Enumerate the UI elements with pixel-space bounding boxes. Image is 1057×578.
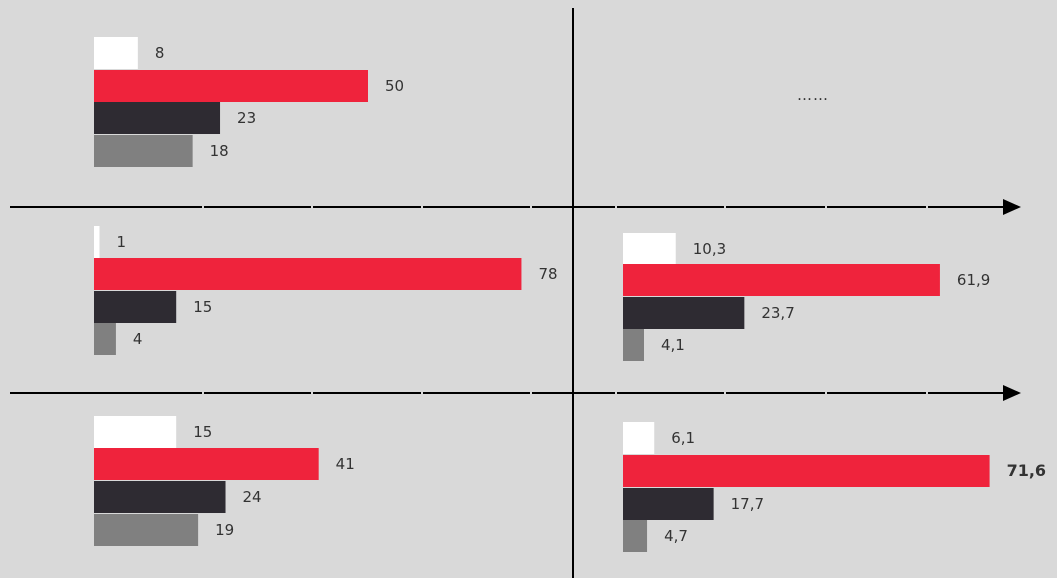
data-label-middle-left-dark: 15: [193, 298, 212, 316]
bar-middle-right-gray: [623, 329, 644, 361]
data-label-middle-left-white: 1: [116, 233, 126, 251]
data-label-middle-left-gray: 4: [133, 330, 143, 348]
bar-middle-left-white: [94, 226, 100, 258]
data-label-middle-left-red: 78: [538, 265, 557, 283]
bar-bottom-left-white: [94, 416, 177, 448]
data-label-bottom-right-red: 71,6: [1007, 461, 1046, 480]
bar-bottom-right-gray: [623, 520, 648, 552]
data-label-bottom-left-gray: 19: [215, 521, 234, 539]
bar-bottom-left-red: [94, 448, 319, 480]
data-label-bottom-right-white: 6,1: [671, 429, 695, 447]
data-label-middle-right-red: 61,9: [957, 271, 990, 289]
bar-middle-right-red: [623, 264, 940, 296]
bar-middle-left-red: [94, 258, 522, 290]
data-label-top-left-gray: 18: [210, 142, 229, 160]
placeholder-text: ……: [797, 86, 829, 104]
data-label-top-left-red: 50: [385, 77, 404, 95]
data-label-top-left-white: 8: [155, 44, 165, 62]
axis-arrow-icon: [1003, 199, 1021, 215]
bar-middle-right-dark: [623, 297, 745, 329]
bar-bottom-right-red: [623, 455, 990, 487]
bar-top-left-gray: [94, 135, 193, 167]
bar-top-left-white: [94, 37, 138, 69]
bar-top-left-dark: [94, 102, 221, 134]
bar-top-left-red: [94, 70, 368, 102]
bar-bottom-left-gray: [94, 514, 199, 546]
data-label-middle-right-gray: 4,1: [661, 336, 685, 354]
bar-bottom-right-white: [623, 422, 655, 454]
data-label-middle-right-white: 10,3: [693, 240, 726, 258]
bar-middle-left-gray: [94, 323, 116, 355]
bar-middle-right-white: [623, 233, 676, 265]
bar-bottom-right-dark: [623, 488, 714, 520]
axis-arrow-icon: [1003, 385, 1021, 401]
data-label-middle-right-dark: 23,7: [761, 304, 794, 322]
bar-middle-left-dark: [94, 291, 177, 323]
data-label-bottom-right-gray: 4,7: [664, 527, 688, 545]
data-label-bottom-left-white: 15: [193, 423, 212, 441]
data-label-bottom-right-dark: 17,7: [731, 495, 764, 513]
data-label-bottom-left-dark: 24: [243, 488, 262, 506]
data-label-top-left-dark: 23: [237, 109, 256, 127]
data-label-bottom-left-red: 41: [336, 455, 355, 473]
bar-bottom-left-dark: [94, 481, 226, 513]
